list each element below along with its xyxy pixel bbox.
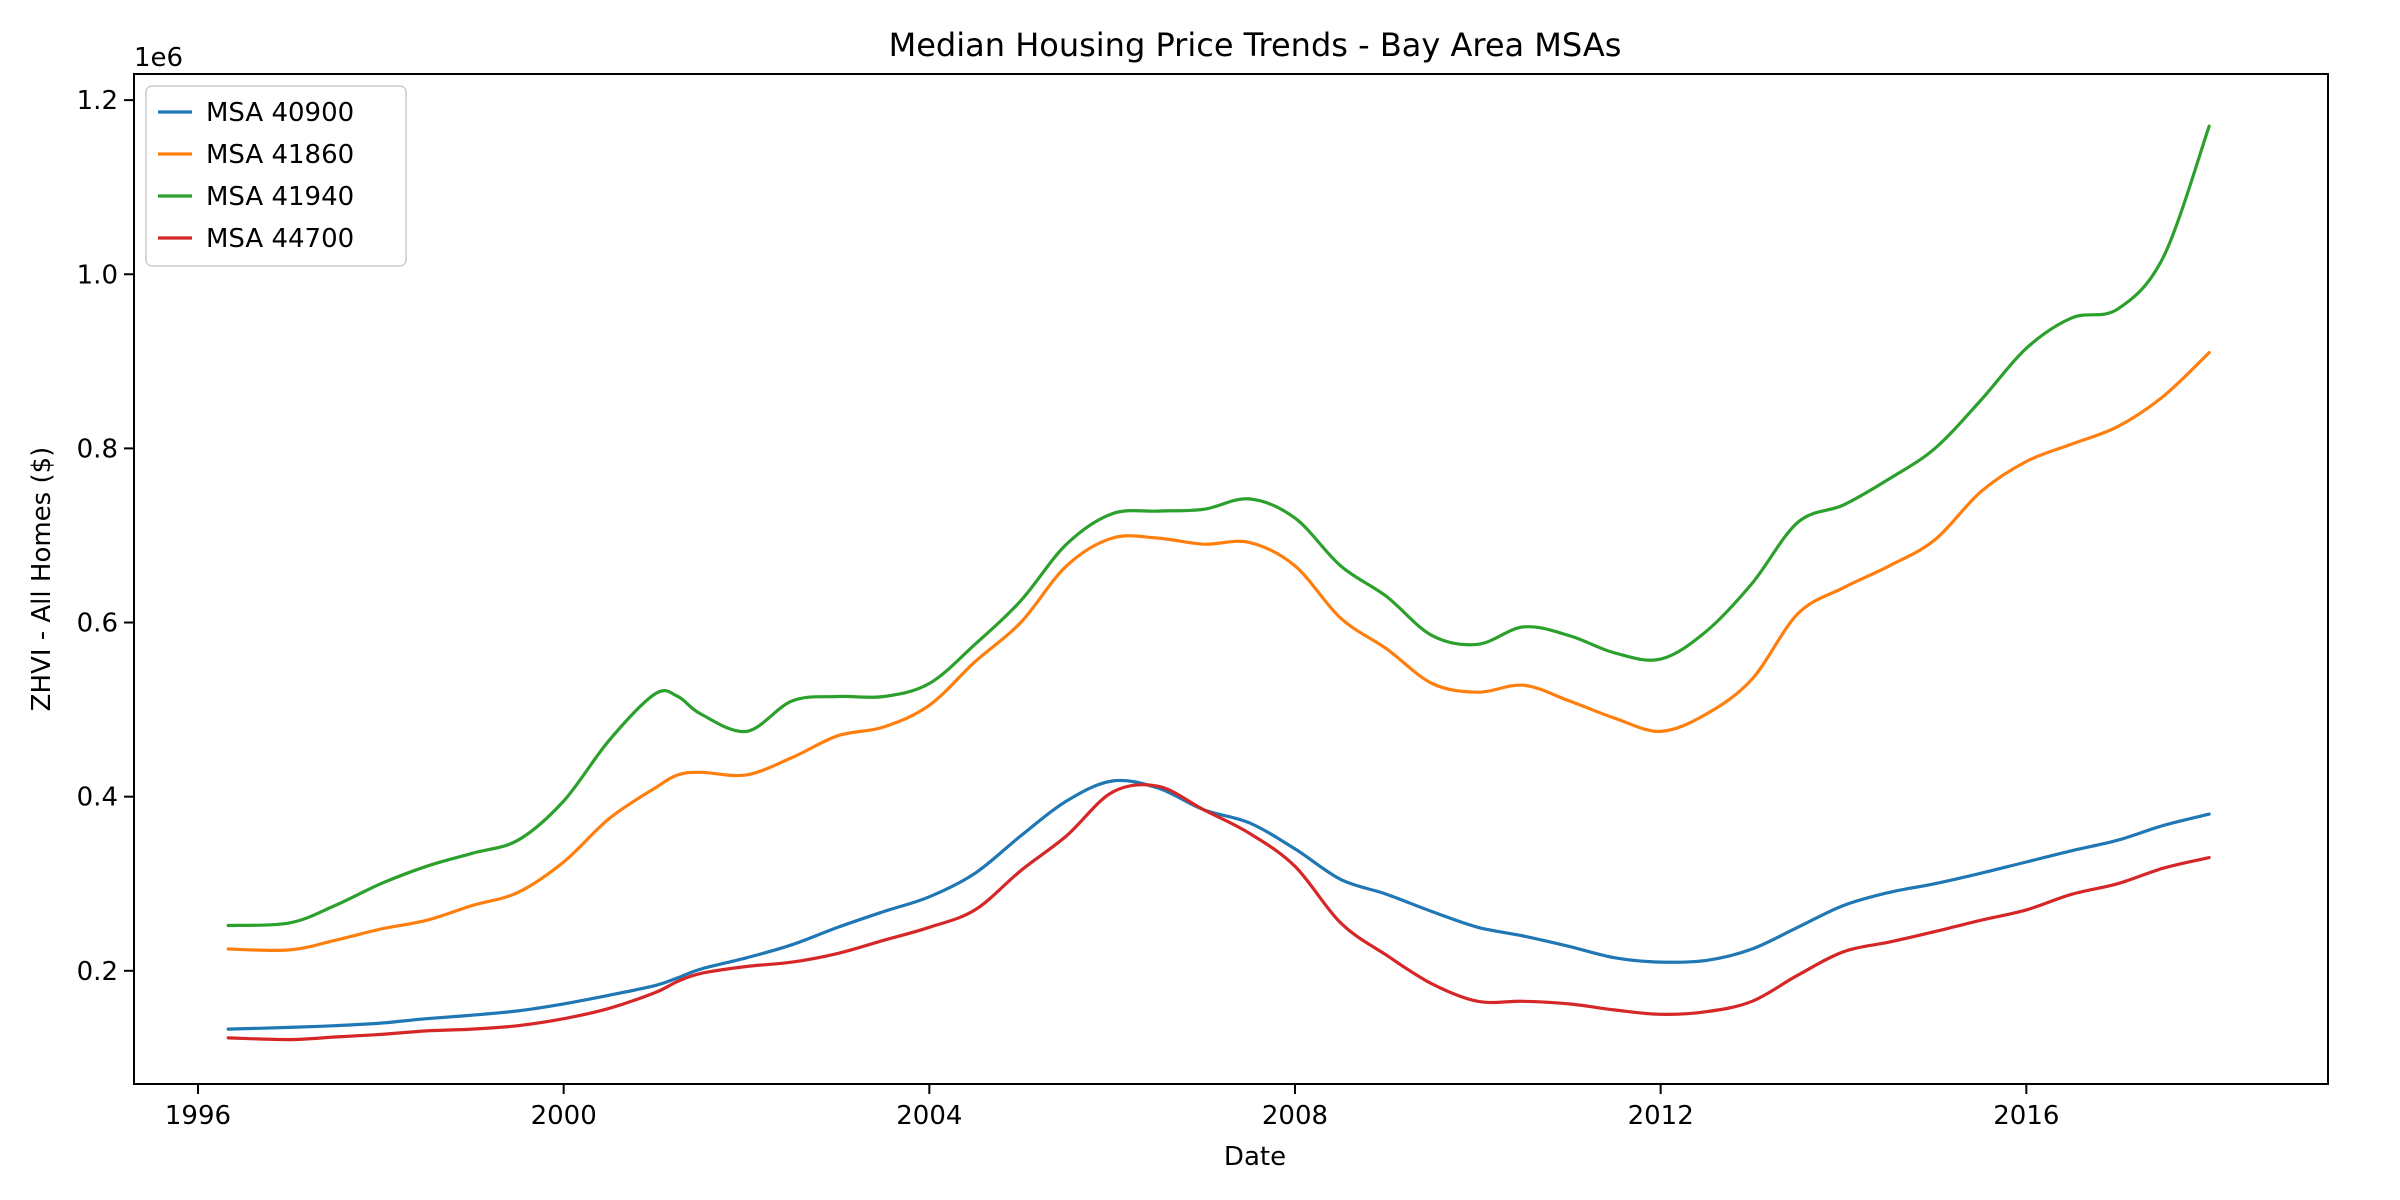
x-tick-label: 2012 [1628, 1101, 1694, 1131]
y-tick-label: 0.8 [77, 434, 118, 464]
x-tick-label: 2008 [1262, 1101, 1328, 1131]
y-axis-label: ZHVI - All Homes ($) [27, 447, 57, 712]
series-line-3 [226, 783, 2211, 1042]
plot-frame [133, 73, 2329, 1085]
y-tick-label: 1.0 [77, 260, 118, 290]
y-tick-label: 0.2 [77, 957, 118, 987]
legend: MSA 40900 MSA 41860 MSA 41940 MSA 44700 [145, 85, 407, 267]
y-tick-label: 0.6 [77, 609, 118, 639]
legend-box [145, 85, 407, 267]
y-tick-label: 0.4 [77, 783, 118, 813]
x-axis-ticks: 1996 2000 2004 2008 2012 2016 [165, 1084, 2059, 1131]
x-axis-label: Date [1224, 1142, 1286, 1172]
plot-area [226, 124, 2211, 1042]
y-axis-ticks: 0.2 0.4 0.6 0.8 1.0 1.2 [77, 86, 134, 987]
series-line-2 [226, 124, 2211, 928]
x-tick-label: 2016 [1993, 1101, 2059, 1131]
chart-title: Median Housing Price Trends - Bay Area M… [889, 26, 1622, 64]
legend-label-2: MSA 41940 [206, 182, 354, 212]
x-tick-label: 2000 [531, 1101, 597, 1131]
series-line-1 [226, 351, 2211, 953]
x-tick-label: 2004 [896, 1101, 962, 1131]
legend-label-1: MSA 41860 [206, 140, 354, 170]
legend-label-3: MSA 44700 [206, 224, 354, 254]
legend-label-0: MSA 40900 [206, 98, 354, 128]
y-axis-offset-label: 1e6 [134, 43, 183, 73]
y-tick-label: 1.2 [77, 86, 118, 116]
x-tick-label: 1996 [165, 1101, 231, 1131]
